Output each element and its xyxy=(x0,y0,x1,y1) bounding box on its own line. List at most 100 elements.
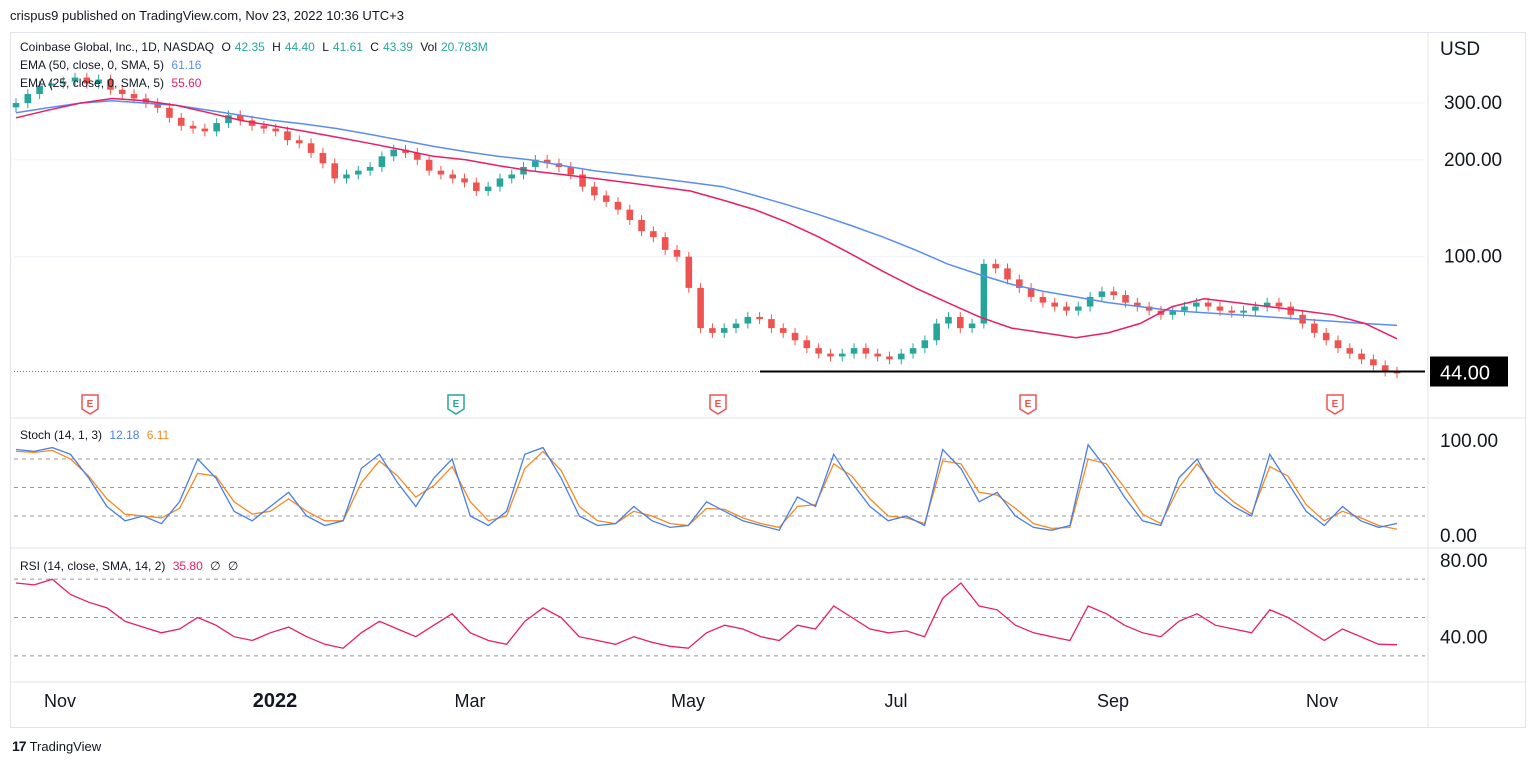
candle-body[interactable] xyxy=(166,107,173,118)
candle-body[interactable] xyxy=(177,117,185,126)
candle-body[interactable] xyxy=(1004,268,1011,280)
rsi-legend[interactable]: RSI (14, close, SMA, 14, 2) 35.80 ∅ ∅ xyxy=(20,559,242,573)
candle-body[interactable] xyxy=(1027,287,1035,297)
candle-body[interactable] xyxy=(461,178,468,183)
candle-body[interactable] xyxy=(1263,302,1271,307)
candle-body[interactable] xyxy=(343,174,350,179)
tradingview-footer[interactable]: 17 TradingView xyxy=(12,738,101,754)
candle-body[interactable] xyxy=(95,79,102,84)
earnings-marker-icon[interactable] xyxy=(81,394,99,415)
candle-body[interactable] xyxy=(425,159,433,171)
candle-body[interactable] xyxy=(1346,348,1354,354)
candle-body[interactable] xyxy=(520,166,527,175)
candle-body[interactable] xyxy=(201,128,209,132)
candle-body[interactable] xyxy=(307,143,315,153)
candle-body[interactable] xyxy=(355,170,362,175)
candle-body[interactable] xyxy=(720,328,728,333)
candle-body[interactable] xyxy=(24,94,32,104)
candle-body[interactable] xyxy=(709,328,716,333)
stoch-k-line[interactable] xyxy=(15,443,1398,532)
candle-body[interactable] xyxy=(1051,302,1058,307)
candle-body[interactable] xyxy=(1216,306,1224,311)
candle-body[interactable] xyxy=(768,319,775,329)
candle-body[interactable] xyxy=(248,120,256,126)
candle-body[interactable] xyxy=(945,316,952,324)
symbol-legend[interactable]: Coinbase Global, Inc., 1D, NASDAQ O 42.35… xyxy=(20,40,492,54)
candle-body[interactable] xyxy=(579,174,586,187)
candle-body[interactable] xyxy=(815,348,822,354)
candle-body[interactable] xyxy=(236,115,244,121)
candle-body[interactable] xyxy=(1322,332,1330,341)
rsi-line[interactable] xyxy=(15,578,1398,649)
candle-body[interactable] xyxy=(650,231,657,238)
candle-body[interactable] xyxy=(756,316,763,320)
candle-body[interactable] xyxy=(685,256,693,288)
candle-body[interactable] xyxy=(897,353,905,360)
candle-body[interactable] xyxy=(1016,279,1023,288)
candle-body[interactable] xyxy=(827,353,834,357)
candle-body[interactable] xyxy=(189,125,197,129)
earnings-marker-icon[interactable] xyxy=(709,394,727,415)
candle-body[interactable] xyxy=(225,115,232,124)
candle-body[interactable] xyxy=(850,348,858,354)
candle-body[interactable] xyxy=(732,323,740,329)
ema25-line[interactable] xyxy=(15,97,1398,340)
candle-body[interactable] xyxy=(1358,353,1365,360)
candle-body[interactable] xyxy=(1275,302,1283,307)
candle-body[interactable] xyxy=(130,94,138,99)
candle-body[interactable] xyxy=(12,103,20,108)
candle-body[interactable] xyxy=(437,170,445,175)
candle-body[interactable] xyxy=(71,77,79,82)
candle-body[interactable] xyxy=(1334,340,1342,349)
candle-body[interactable] xyxy=(496,178,504,187)
candle-body[interactable] xyxy=(118,89,126,95)
candle-body[interactable] xyxy=(744,316,752,324)
candle-body[interactable] xyxy=(968,323,976,329)
candle-body[interactable] xyxy=(1252,306,1259,311)
candle-body[interactable] xyxy=(213,123,220,132)
candle-body[interactable] xyxy=(272,128,279,132)
candle-body[interactable] xyxy=(1370,359,1377,366)
candle-body[interactable] xyxy=(791,332,799,341)
candle-body[interactable] xyxy=(626,209,634,221)
candle-body[interactable] xyxy=(909,348,917,354)
candle-body[interactable] xyxy=(543,159,551,164)
candle-body[interactable] xyxy=(484,186,492,191)
earnings-marker-icon[interactable] xyxy=(1326,394,1344,415)
candle-body[interactable] xyxy=(591,186,598,196)
candle-body[interactable] xyxy=(1063,306,1070,311)
candle-body[interactable] xyxy=(59,81,67,84)
candle-body[interactable] xyxy=(673,249,681,257)
candle-body[interactable] xyxy=(154,103,161,108)
candle-body[interactable] xyxy=(697,287,704,329)
candle-body[interactable] xyxy=(1075,306,1082,311)
ema50-line[interactable] xyxy=(15,99,1398,327)
candle-body[interactable] xyxy=(956,316,964,329)
candle-body[interactable] xyxy=(862,348,870,354)
candle-body[interactable] xyxy=(402,149,409,153)
candle-body[interactable] xyxy=(449,174,457,179)
candle-body[interactable] xyxy=(1240,310,1247,313)
ema25-legend[interactable]: EMA (25, close, 0, SMA, 5) 55.60 xyxy=(20,76,205,90)
candle-body[interactable] xyxy=(1228,310,1236,313)
candle-body[interactable] xyxy=(36,85,43,95)
candle-body[interactable] xyxy=(107,79,114,90)
candle-body[interactable] xyxy=(992,263,999,269)
candle-body[interactable] xyxy=(1311,323,1318,333)
candle-body[interactable] xyxy=(614,201,622,210)
candle-body[interactable] xyxy=(838,353,846,357)
candle-body[interactable] xyxy=(661,237,669,250)
candle-body[interactable] xyxy=(390,149,397,157)
candle-body[interactable] xyxy=(933,323,940,341)
candle-body[interactable] xyxy=(366,166,374,171)
candle-body[interactable] xyxy=(1134,302,1141,307)
candle-body[interactable] xyxy=(921,340,929,349)
candle-body[interactable] xyxy=(260,125,268,129)
candle-body[interactable] xyxy=(638,220,645,232)
stoch-legend[interactable]: Stoch (14, 1, 3) 12.18 6.11 xyxy=(20,428,173,442)
candle-body[interactable] xyxy=(567,166,575,175)
candle-body[interactable] xyxy=(1110,291,1118,296)
candle-body[interactable] xyxy=(295,140,303,144)
candle-body[interactable] xyxy=(886,356,893,360)
